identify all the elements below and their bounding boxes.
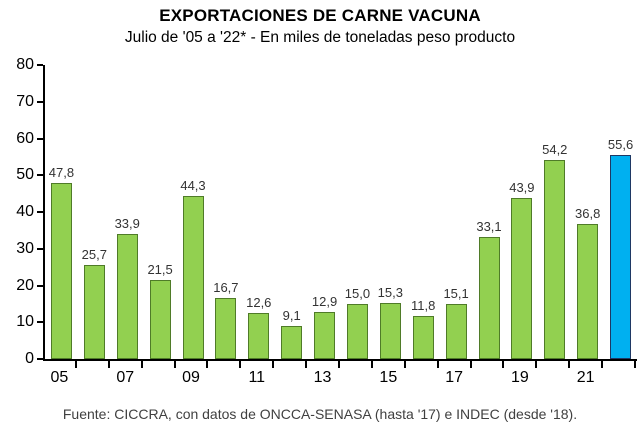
bar <box>182 196 204 359</box>
x-axis-tick <box>568 361 571 368</box>
x-axis-tick <box>206 361 209 368</box>
x-axis-label: 15 <box>379 369 398 386</box>
bar-value-label: 11,8 <box>411 297 436 313</box>
x-axis-tick <box>601 361 604 368</box>
y-axis-label: 30 <box>16 239 34 257</box>
x-axis-tick <box>403 361 406 368</box>
y-axis-tick <box>37 247 43 250</box>
y-axis-tick <box>37 358 43 360</box>
bar <box>511 197 533 359</box>
bar-value-label: 15,0 <box>344 285 371 301</box>
x-axis-tick <box>239 361 242 368</box>
bar <box>577 223 599 359</box>
bar-value-label: 54,2 <box>542 141 568 157</box>
x-axis-label: 17 <box>445 369 463 386</box>
bar-value-label: 25,7 <box>81 246 107 262</box>
y-axis-tick <box>37 211 43 213</box>
x-axis-label: 21 <box>576 369 595 386</box>
x-axis-tick <box>173 361 176 368</box>
x-axis-tick <box>502 361 505 368</box>
x-axis-label: 11 <box>248 369 266 386</box>
bar <box>50 183 72 359</box>
y-axis-tick <box>37 174 43 177</box>
y-axis-label: 70 <box>16 92 34 110</box>
bar <box>149 280 171 359</box>
bar-value-label: 12,9 <box>311 293 338 309</box>
x-axis-label: 13 <box>313 369 332 386</box>
bar <box>346 303 368 359</box>
x-axis-tick <box>436 361 439 368</box>
bar <box>116 234 138 359</box>
bar-value-label: 16,7 <box>213 279 239 295</box>
x-axis-tick <box>634 361 636 368</box>
y-axis-tick <box>37 64 43 66</box>
y-axis-tick <box>37 321 43 324</box>
y-axis-tick <box>37 137 43 140</box>
y-axis-label: 60 <box>16 129 34 147</box>
y-axis-tick <box>37 284 43 287</box>
x-axis-label: 05 <box>50 369 69 386</box>
chart-title: EXPORTACIONES DE CARNE VACUNA <box>159 6 481 25</box>
x-axis-label: 07 <box>116 369 135 386</box>
y-axis-label: 20 <box>16 276 34 294</box>
x-axis-label: 19 <box>510 369 529 386</box>
bar-value-label: 21,5 <box>147 262 173 277</box>
bar <box>478 237 500 359</box>
bar <box>544 159 566 359</box>
x-axis-label: 09 <box>182 369 200 386</box>
y-axis-label: 0 <box>25 350 34 367</box>
x-axis-tick <box>272 361 275 368</box>
x-axis-tick <box>305 361 308 368</box>
x-axis-tick <box>469 361 472 368</box>
bar <box>314 311 336 359</box>
y-axis-tick <box>37 100 43 103</box>
bar-highlight <box>610 154 632 359</box>
y-axis-label: 10 <box>16 313 34 331</box>
y-axis-label: 40 <box>16 203 34 220</box>
bar-value-label: 33,1 <box>476 219 502 235</box>
bar <box>412 315 434 359</box>
source-note: Fuente: CICCRA, con datos de ONCCA-SENAS… <box>62 406 578 422</box>
x-axis-tick <box>107 361 110 368</box>
bar-value-label: 12,6 <box>246 294 272 310</box>
bar <box>445 303 467 359</box>
bar-value-label: 15,1 <box>443 285 469 301</box>
bar-value-label: 33,9 <box>114 216 140 232</box>
bar-value-label: 43,9 <box>509 179 535 195</box>
bar-value-label: 44,3 <box>180 178 206 194</box>
y-axis-label: 80 <box>16 56 34 73</box>
bar <box>248 312 270 359</box>
bar <box>83 264 105 359</box>
bar <box>281 325 303 359</box>
y-axis-label: 50 <box>16 166 34 184</box>
x-axis-tick <box>140 361 143 368</box>
x-axis-tick <box>338 361 340 368</box>
bar-value-label: 15,3 <box>377 284 403 300</box>
plot-area: 47,8 25,7 33,9 21,5 44,3 16,7 12,6 9,1 12,9 15,0 1… <box>43 65 637 361</box>
bar-value-label: 55,6 <box>607 136 634 152</box>
x-axis-tick <box>535 361 538 368</box>
bar-value-label: 9,1 <box>282 307 301 323</box>
x-axis-tick <box>74 361 77 368</box>
x-axis-tick <box>370 361 373 368</box>
bar-value-label: 36,8 <box>575 205 601 221</box>
bar-value-label: 47,8 <box>48 165 75 181</box>
chart-subtitle: Julio de '05 a '22* - En miles de tonela… <box>124 29 516 46</box>
bar <box>215 297 237 359</box>
bar <box>379 302 401 359</box>
